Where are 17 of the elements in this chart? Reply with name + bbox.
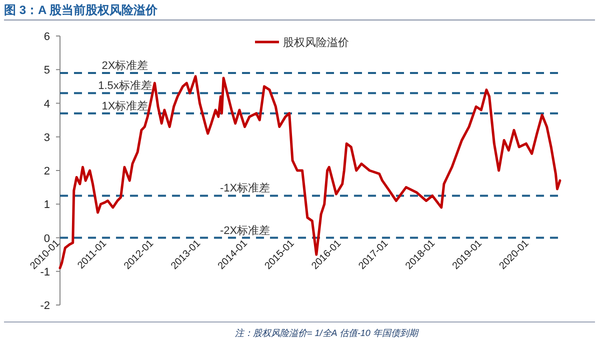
title: 图 3：A 股当前股权风险溢价 xyxy=(4,3,158,17)
y-tick-label: 0 xyxy=(44,232,50,245)
y-tick-label: 6 xyxy=(44,31,50,43)
y-tick-label: 1 xyxy=(44,199,50,212)
y-tick-label: 3 xyxy=(44,132,50,144)
y-tick-label: -2 xyxy=(40,300,50,312)
ref-line-label: 2X标准差 xyxy=(102,58,148,72)
legend-label: 股权风险溢价 xyxy=(283,37,349,49)
y-tick-label: 5 xyxy=(44,64,50,77)
y-tick-label: 4 xyxy=(44,98,50,110)
text: 注：股权风险溢价= 1/全A 估值-10 年国债到期 xyxy=(235,328,419,338)
ref-line-label: -2X标准差 xyxy=(220,224,270,237)
y-tick-label: 2 xyxy=(44,166,50,178)
y-tick-label: -1 xyxy=(40,266,50,278)
ref-line-label: 1X标准差 xyxy=(102,99,148,112)
ref-line-label: 1.5x标准差 xyxy=(98,79,152,92)
ref-line-label: -1X标准差 xyxy=(220,182,270,195)
